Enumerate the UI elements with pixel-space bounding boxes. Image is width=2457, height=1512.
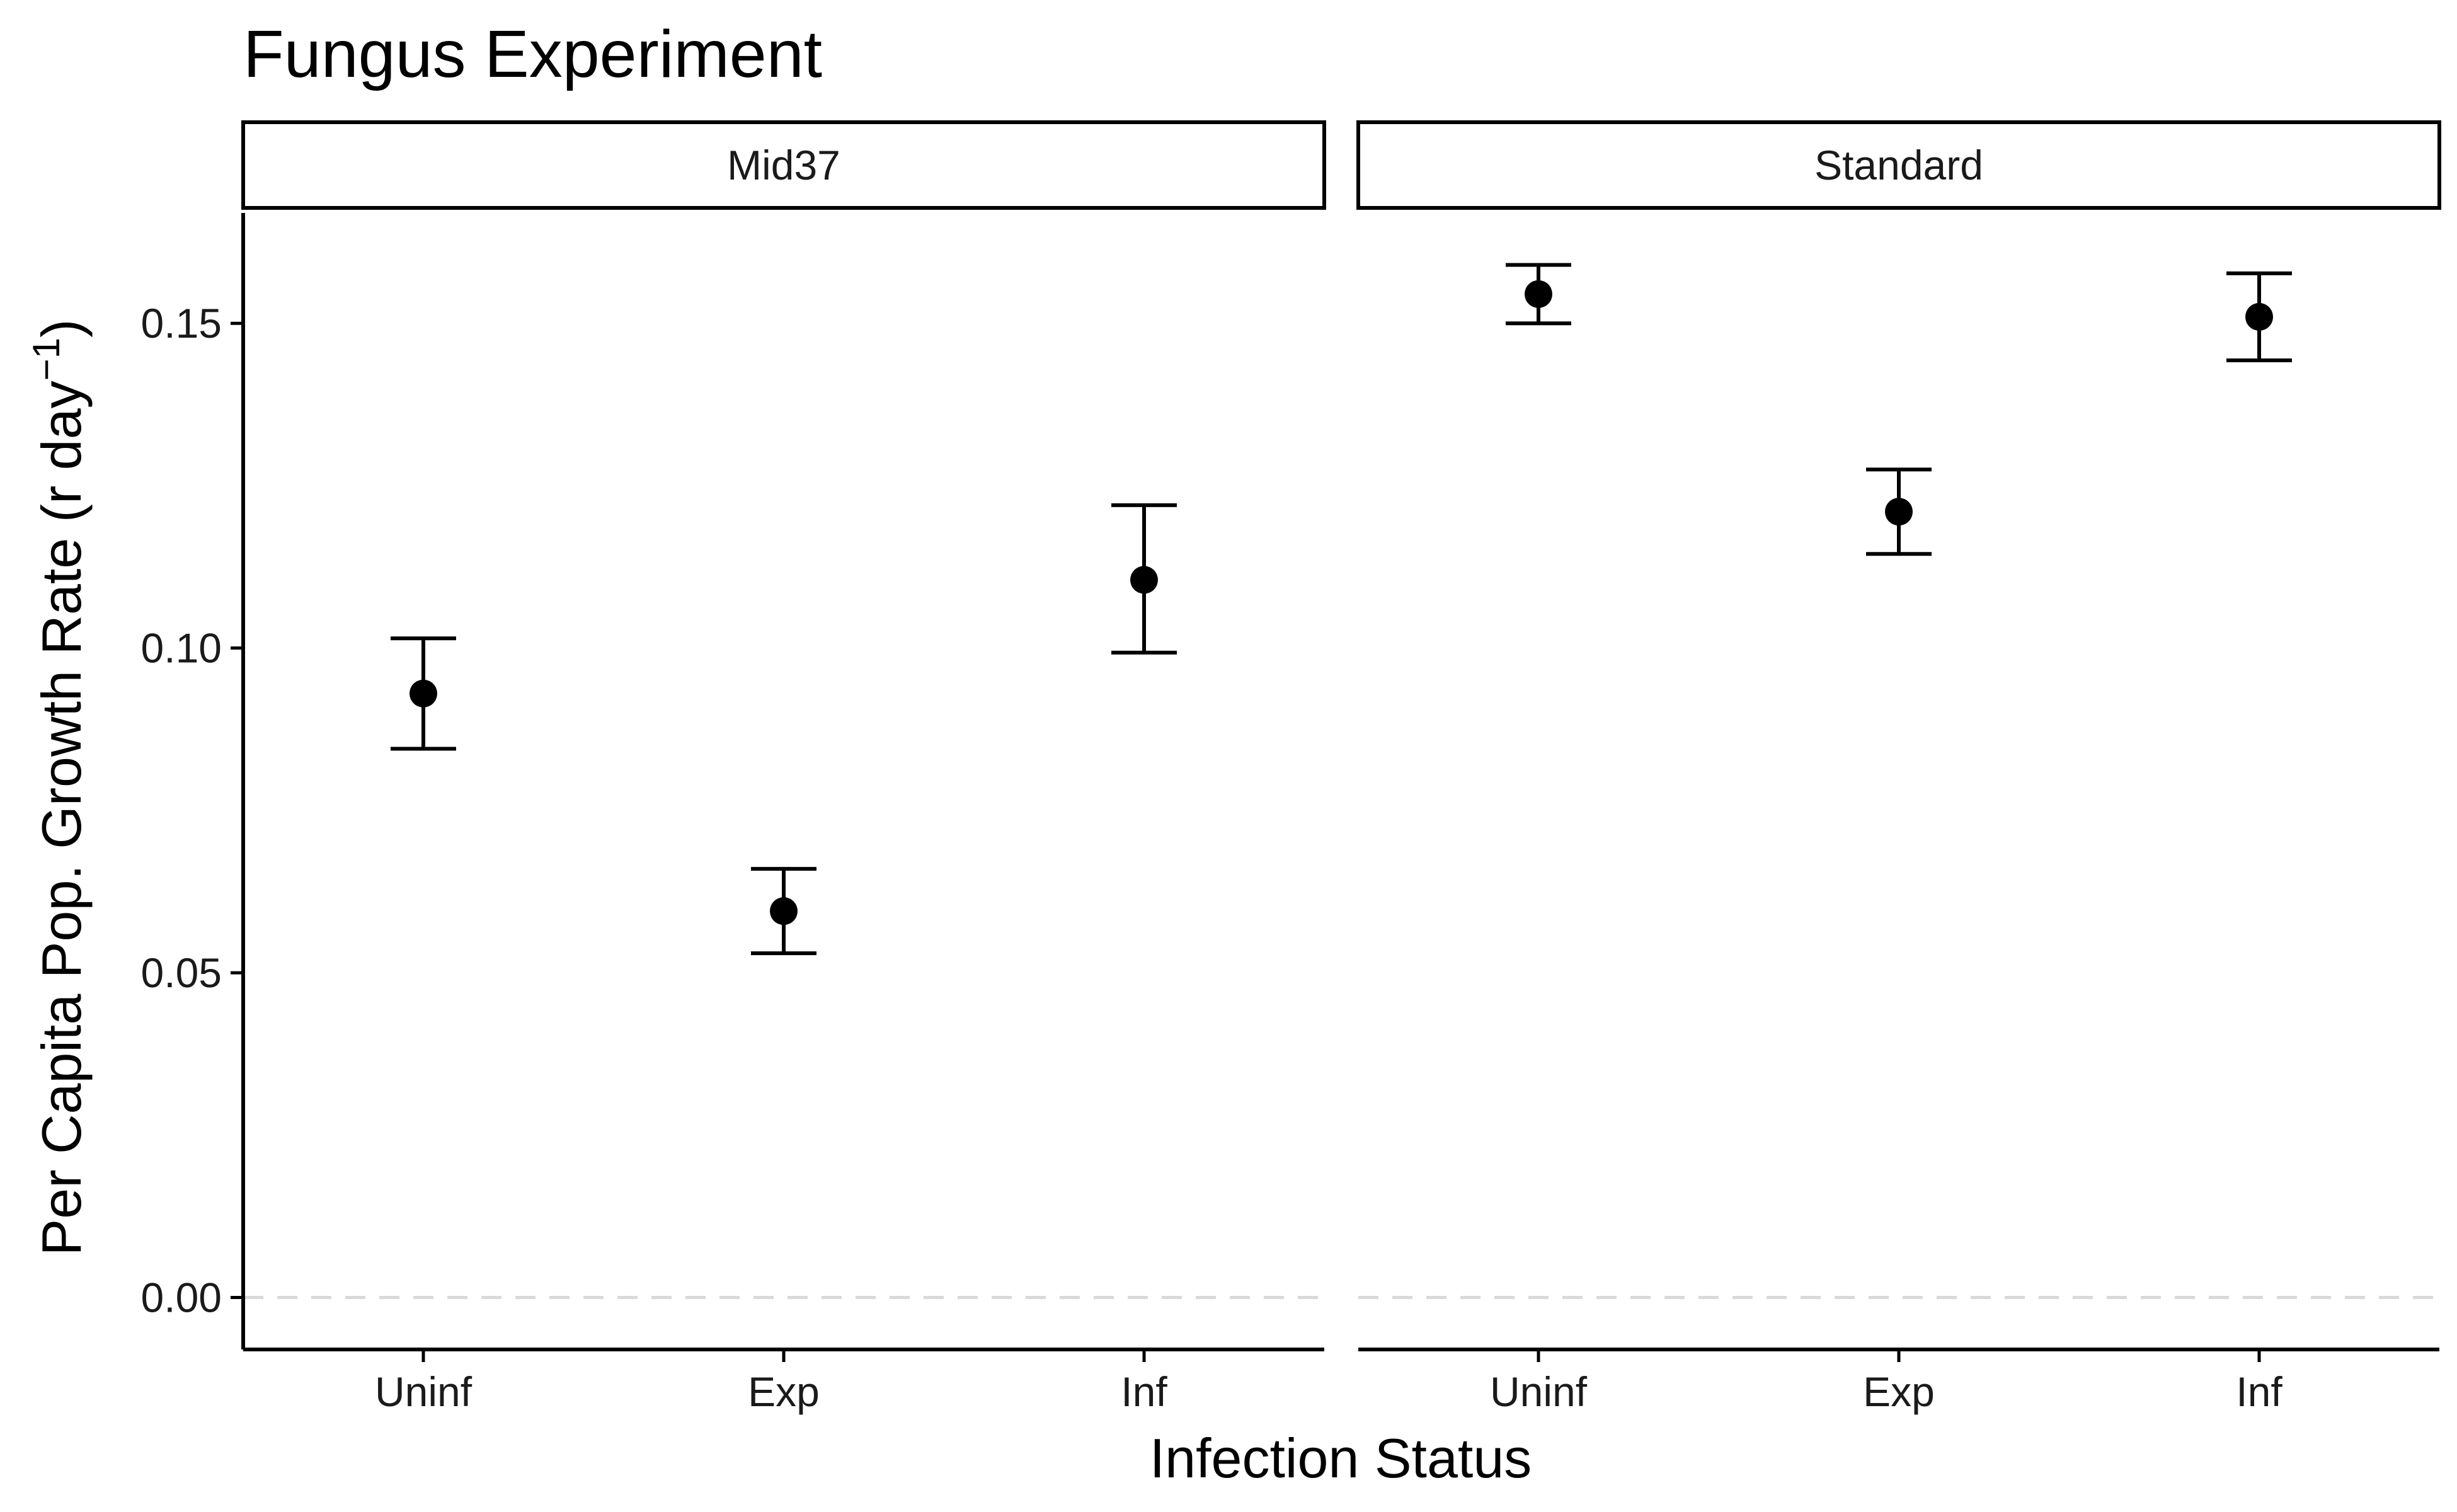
data-point [1525, 280, 1552, 308]
facet-strip-label: Standard [1814, 142, 1983, 188]
data-point [1130, 566, 1158, 594]
x-tick-label: Inf [2236, 1368, 2282, 1415]
x-tick-label: Uninf [1490, 1368, 1588, 1415]
data-point [2245, 302, 2273, 331]
facet-strip-label: Mid37 [727, 142, 840, 188]
y-tick-label: 0.00 [141, 1274, 222, 1321]
y-tick-label: 0.15 [141, 300, 222, 346]
data-point [410, 679, 437, 707]
y-axis-title: Per Capita Pop. Growth Rate (r day−1) [25, 319, 93, 1256]
facet-strip [241, 120, 1326, 210]
facet-panels: Mid37 Uninf Exp Inf 0.00 0.05 0.10 0.15 Standard… [141, 120, 2441, 1415]
facet-strip [1356, 120, 2441, 210]
data-point [770, 897, 798, 925]
y-tick-label: 0.05 [141, 949, 222, 996]
x-tick-label: Uninf [375, 1368, 472, 1415]
x-tick-label: Inf [1121, 1368, 1167, 1415]
y-tick-label: 0.10 [141, 625, 222, 672]
y-axis-title-superscript: −1 [25, 338, 67, 381]
x-tick-label: Exp [748, 1368, 820, 1415]
x-tick-label: Exp [1863, 1368, 1935, 1415]
chart-title: Fungus Experiment [243, 17, 822, 91]
y-axis-title-main: Per Capita Pop. Growth Rate (r day [30, 381, 93, 1256]
y-axis-title-close: ) [30, 319, 93, 338]
data-point [1885, 498, 1913, 526]
x-axis-title: Infection Status [1150, 1427, 1532, 1489]
